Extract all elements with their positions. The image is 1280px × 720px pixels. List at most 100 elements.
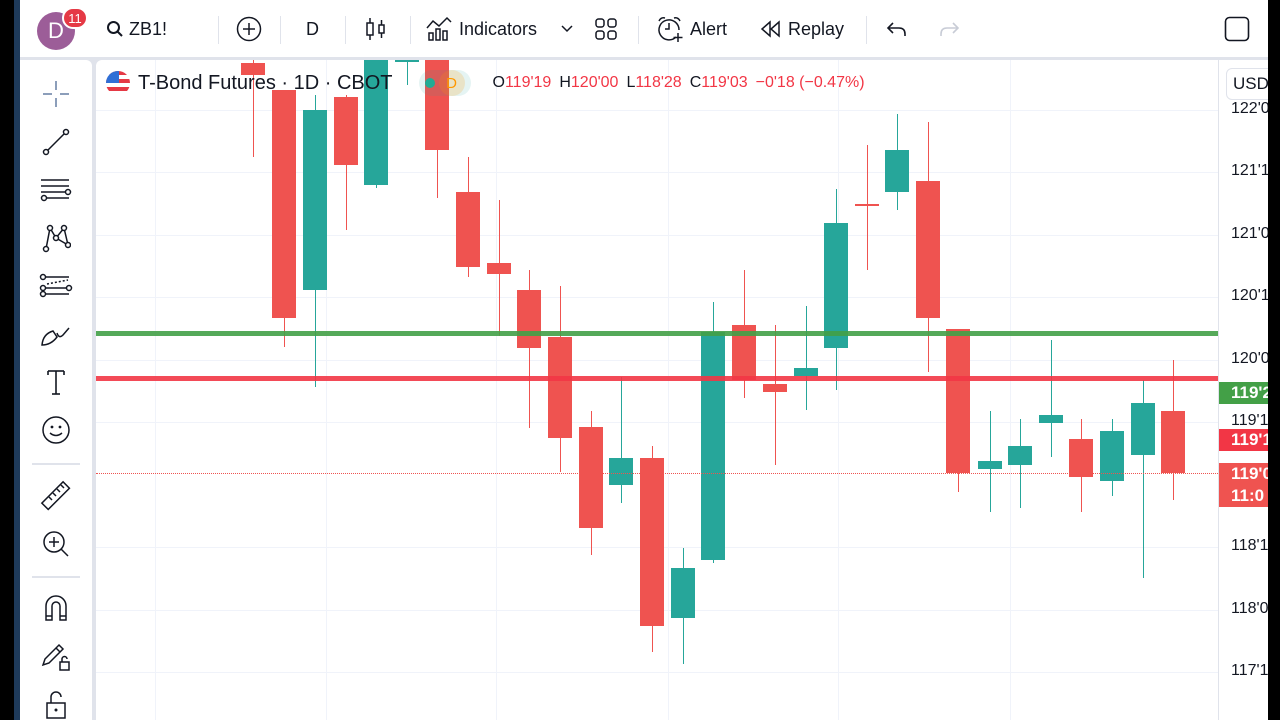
redo-icon xyxy=(940,22,960,36)
price-tag: 11:0 xyxy=(1219,485,1268,507)
redo-button[interactable] xyxy=(938,0,960,58)
compare-symbol-button[interactable] xyxy=(236,0,262,58)
grid-line-horizontal xyxy=(96,235,1218,236)
brush-tool[interactable] xyxy=(38,316,74,352)
high-label: H xyxy=(559,74,571,91)
chart-pane[interactable]: T-Bond Futures · 1D · CBOT D O119'19 H120… xyxy=(96,60,1268,720)
candle-body xyxy=(671,568,695,618)
undo-button[interactable] xyxy=(886,0,908,58)
fullscreen-button[interactable] xyxy=(1224,0,1250,58)
zoom-in-tool[interactable] xyxy=(38,526,74,562)
interval-label: D xyxy=(306,18,319,39)
candle-body xyxy=(241,63,265,75)
indicators-button[interactable]: Indicators xyxy=(425,0,537,58)
lock-drawings-tool[interactable] xyxy=(38,638,74,674)
text-tool[interactable] xyxy=(38,364,74,400)
candles-icon xyxy=(366,18,385,40)
candle-body xyxy=(1069,439,1093,477)
candle-body xyxy=(855,204,879,206)
candle-wick xyxy=(867,145,868,270)
undo-icon xyxy=(886,22,906,36)
forecast-tool[interactable] xyxy=(38,268,74,304)
currency-button[interactable]: USD xyxy=(1226,68,1268,100)
candle-body xyxy=(1039,415,1063,423)
candle-body xyxy=(517,290,541,348)
open-label: O xyxy=(492,74,505,91)
fib-tool[interactable] xyxy=(38,172,74,208)
pencil-lock-icon xyxy=(41,643,70,671)
add-circle-icon xyxy=(236,16,262,42)
divider xyxy=(345,16,346,44)
interval-button[interactable]: D xyxy=(306,0,319,58)
divider xyxy=(32,463,80,465)
divider xyxy=(866,16,867,44)
low-value: 118'28 xyxy=(635,74,682,91)
candle-body xyxy=(701,332,725,560)
grid-line-vertical xyxy=(1010,60,1011,720)
close-label: C xyxy=(689,74,702,91)
red-level-line xyxy=(96,376,1218,381)
alert-label: Alert xyxy=(690,18,728,39)
symbol-search-button[interactable]: ZB1! xyxy=(106,0,167,58)
text-icon xyxy=(47,370,65,395)
candle-body xyxy=(609,458,633,485)
candle-body xyxy=(1161,411,1185,473)
price-axis-label: 118'1 xyxy=(1231,537,1268,554)
candle-body xyxy=(946,329,970,473)
candle-body xyxy=(794,368,818,376)
candle-body xyxy=(916,181,940,318)
candle-body xyxy=(364,60,388,185)
high-value: 120'00 xyxy=(570,74,619,91)
unlock-icon xyxy=(46,691,66,719)
indicators-dropdown[interactable] xyxy=(560,0,574,58)
candle-wick xyxy=(806,306,807,410)
layout-button[interactable] xyxy=(594,0,618,58)
trend-line-tool[interactable] xyxy=(38,124,74,160)
notification-badge: 11 xyxy=(62,7,88,29)
symbol-title[interactable]: T-Bond Futures · 1D · CBOT xyxy=(138,71,393,94)
price-axis-label: 119'1 xyxy=(1231,412,1268,429)
ohlc-values: O119'19 H120'00 L118'28 C119'03 −0'18 (−0.47… xyxy=(493,74,873,92)
candle-body xyxy=(272,90,296,318)
crosshair-tool[interactable] xyxy=(38,76,74,112)
unlock-tool[interactable] xyxy=(38,686,74,720)
divider xyxy=(32,576,80,578)
chart-legend: T-Bond Futures · 1D · CBOT D O119'19 H120… xyxy=(106,68,873,98)
price-axis-label: 121'0 xyxy=(1231,225,1268,242)
drawing-toolbar xyxy=(20,60,92,720)
grid-line-vertical xyxy=(155,60,156,720)
pattern-tool[interactable] xyxy=(38,220,74,256)
candle-body xyxy=(824,223,848,348)
chevron-down-icon xyxy=(561,25,573,33)
rewind-icon xyxy=(760,20,780,38)
emoji-tool[interactable] xyxy=(38,412,74,448)
tradingview-app: D 11 ZB1! D Indicators Alert xyxy=(20,0,1268,720)
price-axis-label: 120'1 xyxy=(1231,287,1268,304)
replay-button[interactable]: Replay xyxy=(760,0,844,58)
price-axis-label: 121'1 xyxy=(1231,162,1268,179)
grid-layout-icon xyxy=(595,18,617,40)
alert-button[interactable]: Alert xyxy=(656,0,727,58)
grid-line-horizontal xyxy=(96,672,1218,673)
emoji-icon xyxy=(42,416,70,444)
candle-wick xyxy=(529,270,530,428)
candle-body xyxy=(579,427,603,528)
ruler-icon xyxy=(40,480,71,511)
alarm-clock-icon xyxy=(658,17,683,42)
magnet-icon xyxy=(45,595,67,621)
candle-wick xyxy=(407,60,408,85)
green-level-line xyxy=(96,331,1218,336)
chart-type-button[interactable] xyxy=(364,0,388,58)
trend-line-icon xyxy=(42,128,70,156)
candle-wick xyxy=(621,377,622,503)
candle-body xyxy=(456,192,480,267)
measure-tool[interactable] xyxy=(38,478,74,514)
magnet-tool[interactable] xyxy=(38,590,74,626)
price-axis[interactable]: 122'0 121'1 121'0 120'1 120'0 119'1 118'1 118'0… xyxy=(1218,60,1268,720)
candle-body xyxy=(1131,403,1155,455)
candle-body xyxy=(487,263,511,274)
market-status[interactable]: D xyxy=(418,70,471,96)
candle-body xyxy=(1008,446,1032,465)
price-plot[interactable] xyxy=(96,60,1218,720)
indicators-label: Indicators xyxy=(459,18,538,39)
